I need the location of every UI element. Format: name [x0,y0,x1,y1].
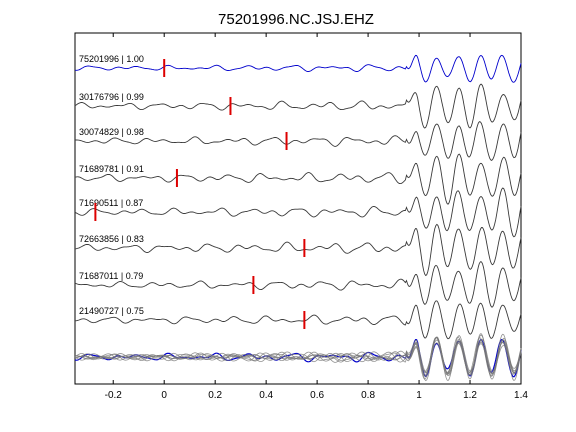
plot-axes-box [74,32,522,385]
x-tick-label: 1 [416,390,422,401]
x-tick-label: 1.4 [514,390,528,401]
trace-label: 71687011 | 0.79 [79,271,143,281]
trace-5: 71690511 | 0.87 [74,187,522,238]
overlay-stack [74,333,522,382]
trace-label: 30176796 | 0.99 [79,92,144,102]
trace-label: 30074829 | 0.98 [79,127,144,137]
trace-1: 75201996 | 1.00 [74,54,522,83]
chart-title: 75201996.NC.JSJ.EHZ [218,11,374,28]
trace-6: 72663856 | 0.83 [74,223,522,277]
x-tick-label: 0.2 [208,390,222,401]
trace-2: 30176796 | 0.99 [74,83,522,129]
x-tick-label: 0.8 [361,390,375,401]
x-tick-label: 1.2 [463,390,477,401]
x-tick-label: 0.4 [259,390,273,401]
x-axis: -0.2 0 0.2 0.4 0.6 0.8 1 1.2 1.4 [105,33,528,401]
trace-line [74,54,522,83]
trace-line [74,83,522,129]
trace-line [74,223,522,277]
trace-line [75,121,522,161]
trace-4: 71689781 | 0.91 [74,153,522,205]
x-tick-label: 0 [161,390,167,401]
trace-stack: 75201996 | 1.00 30176796 | 0.99 30074829 |… [74,54,522,340]
stack-trace [74,337,522,377]
x-tick-label: 0.6 [310,390,324,401]
trace-label: 71690511 | 0.87 [79,198,143,208]
trace-label: 72663856 | 0.83 [79,234,144,244]
trace-3: 30074829 | 0.98 [75,121,522,161]
trace-7: 71687011 | 0.79 [74,261,522,308]
trace-line [74,300,522,340]
x-tick-label: -0.2 [105,390,123,401]
trace-label: 71689781 | 0.91 [79,164,144,174]
trace-label: 21490727 | 0.75 [79,306,144,316]
stack-trace [74,338,522,378]
stack-trace [74,334,522,382]
trace-line [74,153,522,205]
trace-line [74,261,522,308]
trace-label: 75201996 | 1.00 [79,54,144,64]
trace-8: 21490727 | 0.75 [74,300,522,340]
trace-line [74,187,522,238]
